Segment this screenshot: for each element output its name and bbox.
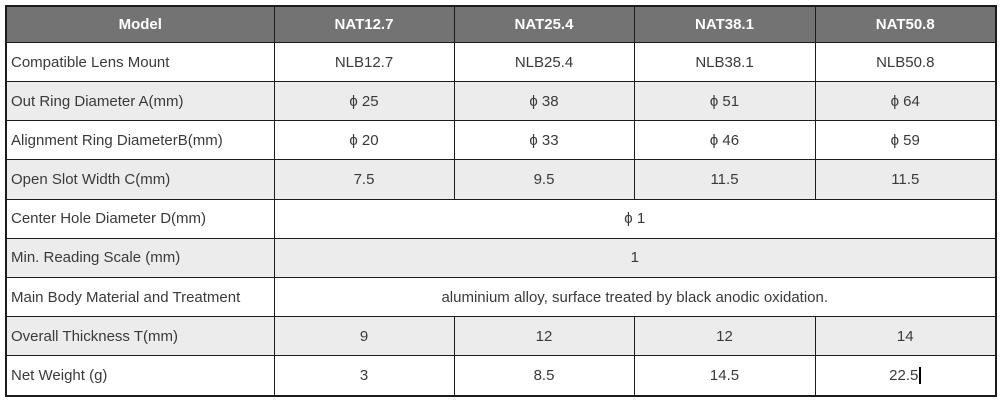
cell-value: 9.5 <box>453 159 635 200</box>
product-spec-table: Model NAT12.7 NAT25.4 NAT38.1 NAT50.8 Co… <box>5 5 997 397</box>
table-row-overall-thickness: Overall Thickness T(mm) 9 12 12 14 <box>5 316 997 357</box>
cell-value: 12 <box>633 316 816 357</box>
cell-value: ϕ 59 <box>814 120 997 161</box>
header-cell-nat38-1: NAT38.1 <box>633 5 816 43</box>
cell-value: ϕ 38 <box>453 81 635 122</box>
header-cell-nat25-4: NAT25.4 <box>453 5 635 43</box>
cell-value: 11.5 <box>814 159 997 200</box>
cell-value: 12 <box>453 316 635 357</box>
cell-value: ϕ 33 <box>453 120 635 161</box>
cell-value: ϕ 64 <box>814 81 997 122</box>
cell-value: ϕ 51 <box>633 81 816 122</box>
table-row-alignment-ring-diameter: Alignment Ring DiameterB(mm) ϕ 20 ϕ 33 ϕ… <box>5 120 997 161</box>
cell-value: 14 <box>814 316 997 357</box>
cell-value-span: 1 <box>273 237 997 278</box>
cell-value-editing[interactable]: 22.5 <box>814 355 997 397</box>
table-row-open-slot-width: Open Slot Width C(mm) 7.5 9.5 11.5 11.5 <box>5 159 997 200</box>
cell-value: ϕ 25 <box>273 81 455 122</box>
cell-value: 3 <box>273 355 455 397</box>
cell-value-span: aluminium alloy, surface treated by blac… <box>273 276 997 318</box>
header-cell-nat12-7: NAT12.7 <box>273 5 455 43</box>
cell-value: ϕ 20 <box>273 120 455 161</box>
table-row-out-ring-diameter: Out Ring Diameter A(mm) ϕ 25 ϕ 38 ϕ 51 ϕ… <box>5 81 997 122</box>
cell-value: 11.5 <box>633 159 816 200</box>
cell-value-span: ϕ 1 <box>273 198 997 239</box>
row-label: Alignment Ring DiameterB(mm) <box>5 120 275 161</box>
row-label: Main Body Material and Treatment <box>5 276 275 318</box>
table-row-compatible-lens-mount: Compatible Lens Mount NLB12.7 NLB25.4 NL… <box>5 41 997 83</box>
header-cell-model: Model <box>5 5 275 43</box>
row-label: Net Weight (g) <box>5 355 275 397</box>
header-row: Model NAT12.7 NAT25.4 NAT38.1 NAT50.8 <box>5 5 997 43</box>
text-cursor <box>919 367 922 385</box>
row-label: Min. Reading Scale (mm) <box>5 237 275 278</box>
cell-value: 9 <box>273 316 455 357</box>
cell-value: 7.5 <box>273 159 455 200</box>
header-cell-nat50-8: NAT50.8 <box>814 5 997 43</box>
row-label: Compatible Lens Mount <box>5 41 275 83</box>
cell-value: 8.5 <box>453 355 635 397</box>
cell-value: NLB12.7 <box>273 41 455 83</box>
table-row-center-hole-diameter: Center Hole Diameter D(mm) ϕ 1 <box>5 198 997 239</box>
cell-value: NLB38.1 <box>633 41 816 83</box>
row-label: Center Hole Diameter D(mm) <box>5 198 275 239</box>
row-label: Overall Thickness T(mm) <box>5 316 275 357</box>
cell-value: NLB50.8 <box>814 41 997 83</box>
table-row-min-reading-scale: Min. Reading Scale (mm) 1 <box>5 237 997 278</box>
table-row-net-weight: Net Weight (g) 3 8.5 14.5 22.5 <box>5 355 997 397</box>
table-row-main-body-material: Main Body Material and Treatment alumini… <box>5 276 997 318</box>
cell-value: 14.5 <box>633 355 816 397</box>
row-label: Open Slot Width C(mm) <box>5 159 275 200</box>
cell-value: ϕ 46 <box>633 120 816 161</box>
row-label: Out Ring Diameter A(mm) <box>5 81 275 122</box>
cell-value: NLB25.4 <box>453 41 635 83</box>
cell-value: 22.5 <box>889 367 919 385</box>
